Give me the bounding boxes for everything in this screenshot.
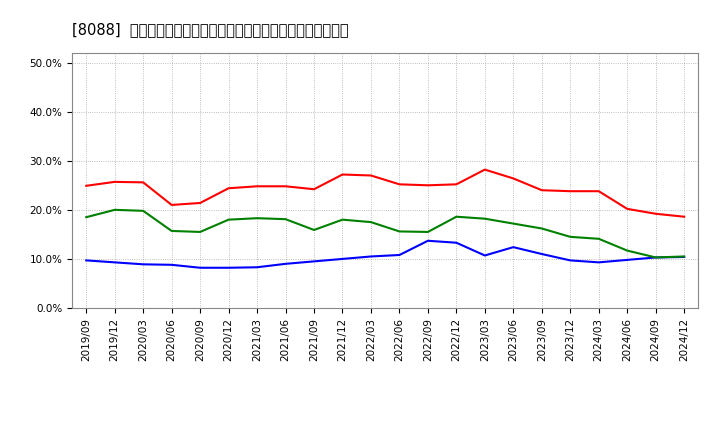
買入債務 (537, 226, 546, 231)
売上債権 (623, 206, 631, 212)
売上債権 (167, 202, 176, 208)
Line: 在庫: 在庫 (86, 241, 684, 268)
買入債務 (196, 229, 204, 235)
買入債務 (652, 255, 660, 260)
買入債務 (253, 216, 261, 221)
Line: 買入債務: 買入債務 (86, 210, 684, 257)
売上債権 (110, 179, 119, 184)
売上債権 (452, 182, 461, 187)
売上債権 (566, 189, 575, 194)
売上債権 (652, 211, 660, 216)
買入債務 (480, 216, 489, 221)
在庫 (509, 245, 518, 250)
在庫 (623, 257, 631, 263)
在庫 (310, 259, 318, 264)
在庫 (139, 262, 148, 267)
売上債権 (338, 172, 347, 177)
買入債務 (310, 227, 318, 233)
買入債務 (395, 229, 404, 234)
在庫 (167, 262, 176, 268)
在庫 (82, 258, 91, 263)
在庫 (110, 260, 119, 265)
買入債務 (423, 229, 432, 235)
売上債権 (196, 200, 204, 205)
売上債権 (253, 183, 261, 189)
売上債権 (225, 186, 233, 191)
売上債権 (480, 167, 489, 172)
買入債務 (139, 208, 148, 213)
売上債権 (310, 187, 318, 192)
在庫 (196, 265, 204, 271)
買入債務 (566, 234, 575, 239)
買入債務 (366, 220, 375, 225)
Text: [8088]  売上債権、在庫、買入債務の総資産に対する比率の推移: [8088] 売上債権、在庫、買入債務の総資産に対する比率の推移 (72, 22, 348, 37)
買入債務 (509, 221, 518, 226)
買入債務 (623, 248, 631, 253)
買入債務 (452, 214, 461, 220)
売上債権 (537, 187, 546, 193)
買入債務 (225, 217, 233, 222)
売上債権 (366, 173, 375, 178)
売上債権 (139, 180, 148, 185)
在庫 (652, 255, 660, 260)
Line: 売上債権: 売上債権 (86, 169, 684, 217)
買入債務 (338, 217, 347, 222)
買入債務 (167, 228, 176, 234)
在庫 (537, 251, 546, 257)
在庫 (423, 238, 432, 243)
買入債務 (680, 254, 688, 259)
在庫 (253, 264, 261, 270)
在庫 (452, 240, 461, 246)
売上債権 (509, 176, 518, 181)
在庫 (680, 254, 688, 260)
在庫 (480, 253, 489, 258)
買入債務 (595, 236, 603, 242)
売上債権 (82, 183, 91, 188)
在庫 (366, 254, 375, 259)
在庫 (395, 253, 404, 258)
売上債権 (395, 182, 404, 187)
売上債権 (282, 183, 290, 189)
買入債務 (82, 215, 91, 220)
在庫 (282, 261, 290, 267)
在庫 (595, 260, 603, 265)
売上債権 (423, 183, 432, 188)
買入債務 (282, 216, 290, 222)
売上債権 (680, 214, 688, 220)
買入債務 (110, 207, 119, 213)
在庫 (225, 265, 233, 271)
在庫 (338, 256, 347, 261)
在庫 (566, 258, 575, 263)
売上債権 (595, 189, 603, 194)
